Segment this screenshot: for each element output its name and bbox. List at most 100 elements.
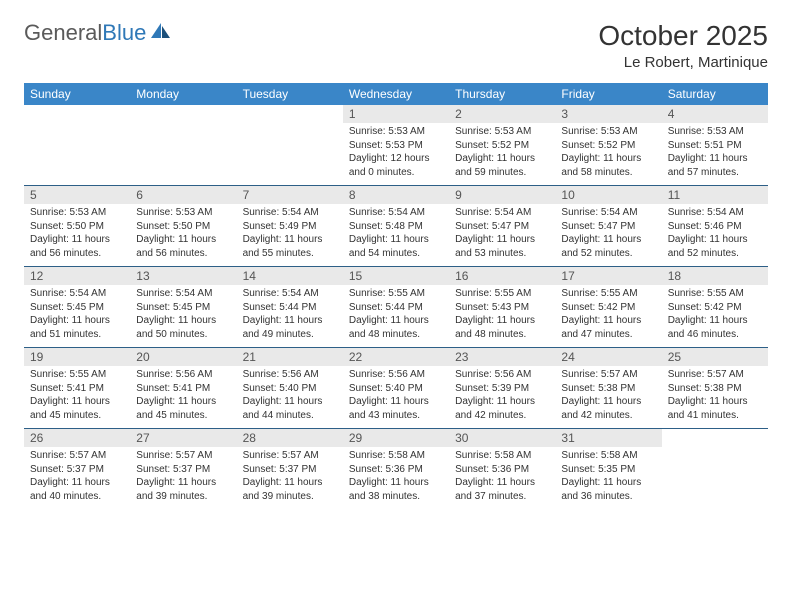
sunset-line: Sunset: 5:46 PM xyxy=(668,220,762,234)
day-cell: Sunrise: 5:58 AMSunset: 5:35 PMDaylight:… xyxy=(555,447,661,509)
sunrise-line: Sunrise: 5:57 AM xyxy=(668,368,762,382)
day-cell: Sunrise: 5:54 AMSunset: 5:46 PMDaylight:… xyxy=(662,204,768,267)
weekday-header-row: Sunday Monday Tuesday Wednesday Thursday… xyxy=(24,83,768,105)
day-body: Sunrise: 5:53 AMSunset: 5:52 PMDaylight:… xyxy=(555,123,661,185)
day-cell: Sunrise: 5:53 AMSunset: 5:51 PMDaylight:… xyxy=(662,123,768,186)
day-cell: Sunrise: 5:55 AMSunset: 5:42 PMDaylight:… xyxy=(662,285,768,348)
day-number: 8 xyxy=(343,186,449,204)
day-body: Sunrise: 5:58 AMSunset: 5:36 PMDaylight:… xyxy=(343,447,449,509)
day-number: 16 xyxy=(449,267,555,285)
sunrise-line: Sunrise: 5:55 AM xyxy=(30,368,124,382)
calendar-body: 1234Sunrise: 5:53 AMSunset: 5:53 PMDayli… xyxy=(24,105,768,509)
day-cell: 23 xyxy=(449,348,555,366)
day-cell: 20 xyxy=(130,348,236,366)
day-body: Sunrise: 5:55 AMSunset: 5:42 PMDaylight:… xyxy=(662,285,768,347)
sunset-line: Sunset: 5:52 PM xyxy=(455,139,549,153)
day-cell: 18 xyxy=(662,267,768,285)
daylight-line: Daylight: 11 hours and 56 minutes. xyxy=(136,233,230,260)
daylight-line: Daylight: 11 hours and 55 minutes. xyxy=(243,233,337,260)
day-cell: 25 xyxy=(662,348,768,366)
sunset-line: Sunset: 5:42 PM xyxy=(668,301,762,315)
day-cell xyxy=(130,105,236,123)
sunset-line: Sunset: 5:44 PM xyxy=(243,301,337,315)
day-body: Sunrise: 5:54 AMSunset: 5:45 PMDaylight:… xyxy=(24,285,130,347)
sunset-line: Sunset: 5:48 PM xyxy=(349,220,443,234)
day-number: 18 xyxy=(662,267,768,285)
daylight-line: Daylight: 11 hours and 51 minutes. xyxy=(30,314,124,341)
logo: GeneralBlue xyxy=(24,20,172,46)
daylight-line: Daylight: 11 hours and 37 minutes. xyxy=(455,476,549,503)
day-body: Sunrise: 5:54 AMSunset: 5:46 PMDaylight:… xyxy=(662,204,768,266)
day-cell: Sunrise: 5:54 AMSunset: 5:47 PMDaylight:… xyxy=(449,204,555,267)
daylight-line: Daylight: 11 hours and 42 minutes. xyxy=(455,395,549,422)
sunrise-line: Sunrise: 5:53 AM xyxy=(349,125,443,139)
calendar-table: Sunday Monday Tuesday Wednesday Thursday… xyxy=(24,83,768,509)
daynum-row: 12131415161718 xyxy=(24,267,768,285)
daybody-row: Sunrise: 5:55 AMSunset: 5:41 PMDaylight:… xyxy=(24,366,768,429)
day-body: Sunrise: 5:56 AMSunset: 5:41 PMDaylight:… xyxy=(130,366,236,428)
day-body: Sunrise: 5:53 AMSunset: 5:52 PMDaylight:… xyxy=(449,123,555,185)
day-cell: 28 xyxy=(237,429,343,447)
day-cell: 21 xyxy=(237,348,343,366)
day-number: 24 xyxy=(555,348,661,366)
day-body: Sunrise: 5:54 AMSunset: 5:47 PMDaylight:… xyxy=(449,204,555,266)
day-cell: Sunrise: 5:54 AMSunset: 5:45 PMDaylight:… xyxy=(24,285,130,348)
day-number: 3 xyxy=(555,105,661,123)
day-body: Sunrise: 5:57 AMSunset: 5:37 PMDaylight:… xyxy=(237,447,343,509)
day-body: Sunrise: 5:54 AMSunset: 5:49 PMDaylight:… xyxy=(237,204,343,266)
daylight-line: Daylight: 11 hours and 48 minutes. xyxy=(455,314,549,341)
daylight-line: Daylight: 11 hours and 45 minutes. xyxy=(30,395,124,422)
day-cell: Sunrise: 5:55 AMSunset: 5:41 PMDaylight:… xyxy=(24,366,130,429)
sunset-line: Sunset: 5:41 PM xyxy=(136,382,230,396)
day-cell: 26 xyxy=(24,429,130,447)
daylight-line: Daylight: 11 hours and 57 minutes. xyxy=(668,152,762,179)
sunset-line: Sunset: 5:52 PM xyxy=(561,139,655,153)
day-number: 11 xyxy=(662,186,768,204)
sunrise-line: Sunrise: 5:56 AM xyxy=(455,368,549,382)
sunset-line: Sunset: 5:44 PM xyxy=(349,301,443,315)
day-cell: 27 xyxy=(130,429,236,447)
day-number: 4 xyxy=(662,105,768,123)
sunset-line: Sunset: 5:47 PM xyxy=(561,220,655,234)
day-number: 19 xyxy=(24,348,130,366)
day-body: Sunrise: 5:57 AMSunset: 5:38 PMDaylight:… xyxy=(555,366,661,428)
daylight-line: Daylight: 11 hours and 45 minutes. xyxy=(136,395,230,422)
weekday-header: Friday xyxy=(555,83,661,105)
day-body: Sunrise: 5:56 AMSunset: 5:39 PMDaylight:… xyxy=(449,366,555,428)
day-cell: Sunrise: 5:58 AMSunset: 5:36 PMDaylight:… xyxy=(343,447,449,509)
day-body: Sunrise: 5:53 AMSunset: 5:51 PMDaylight:… xyxy=(662,123,768,185)
sunrise-line: Sunrise: 5:53 AM xyxy=(30,206,124,220)
day-body xyxy=(24,123,130,181)
day-cell: Sunrise: 5:57 AMSunset: 5:38 PMDaylight:… xyxy=(662,366,768,429)
day-body: Sunrise: 5:55 AMSunset: 5:43 PMDaylight:… xyxy=(449,285,555,347)
sunrise-line: Sunrise: 5:57 AM xyxy=(243,449,337,463)
month-title: October 2025 xyxy=(598,20,768,52)
day-cell: 4 xyxy=(662,105,768,123)
day-cell: Sunrise: 5:54 AMSunset: 5:48 PMDaylight:… xyxy=(343,204,449,267)
daynum-row: 567891011 xyxy=(24,186,768,204)
daylight-line: Daylight: 11 hours and 41 minutes. xyxy=(668,395,762,422)
day-cell: 24 xyxy=(555,348,661,366)
sunset-line: Sunset: 5:37 PM xyxy=(243,463,337,477)
daylight-line: Daylight: 11 hours and 42 minutes. xyxy=(561,395,655,422)
day-number: 9 xyxy=(449,186,555,204)
day-body: Sunrise: 5:58 AMSunset: 5:36 PMDaylight:… xyxy=(449,447,555,509)
logo-word1: General xyxy=(24,20,102,45)
day-cell: 6 xyxy=(130,186,236,204)
sunset-line: Sunset: 5:39 PM xyxy=(455,382,549,396)
sunrise-line: Sunrise: 5:57 AM xyxy=(561,368,655,382)
day-number: 14 xyxy=(237,267,343,285)
sunrise-line: Sunrise: 5:53 AM xyxy=(136,206,230,220)
weekday-header: Thursday xyxy=(449,83,555,105)
day-number: 26 xyxy=(24,429,130,447)
day-cell: 5 xyxy=(24,186,130,204)
day-cell: 16 xyxy=(449,267,555,285)
sunset-line: Sunset: 5:47 PM xyxy=(455,220,549,234)
day-cell: 7 xyxy=(237,186,343,204)
day-cell: Sunrise: 5:57 AMSunset: 5:38 PMDaylight:… xyxy=(555,366,661,429)
day-cell: Sunrise: 5:56 AMSunset: 5:40 PMDaylight:… xyxy=(343,366,449,429)
day-number: 20 xyxy=(130,348,236,366)
logo-sail-icon xyxy=(150,22,172,45)
sunrise-line: Sunrise: 5:54 AM xyxy=(668,206,762,220)
day-cell: 29 xyxy=(343,429,449,447)
